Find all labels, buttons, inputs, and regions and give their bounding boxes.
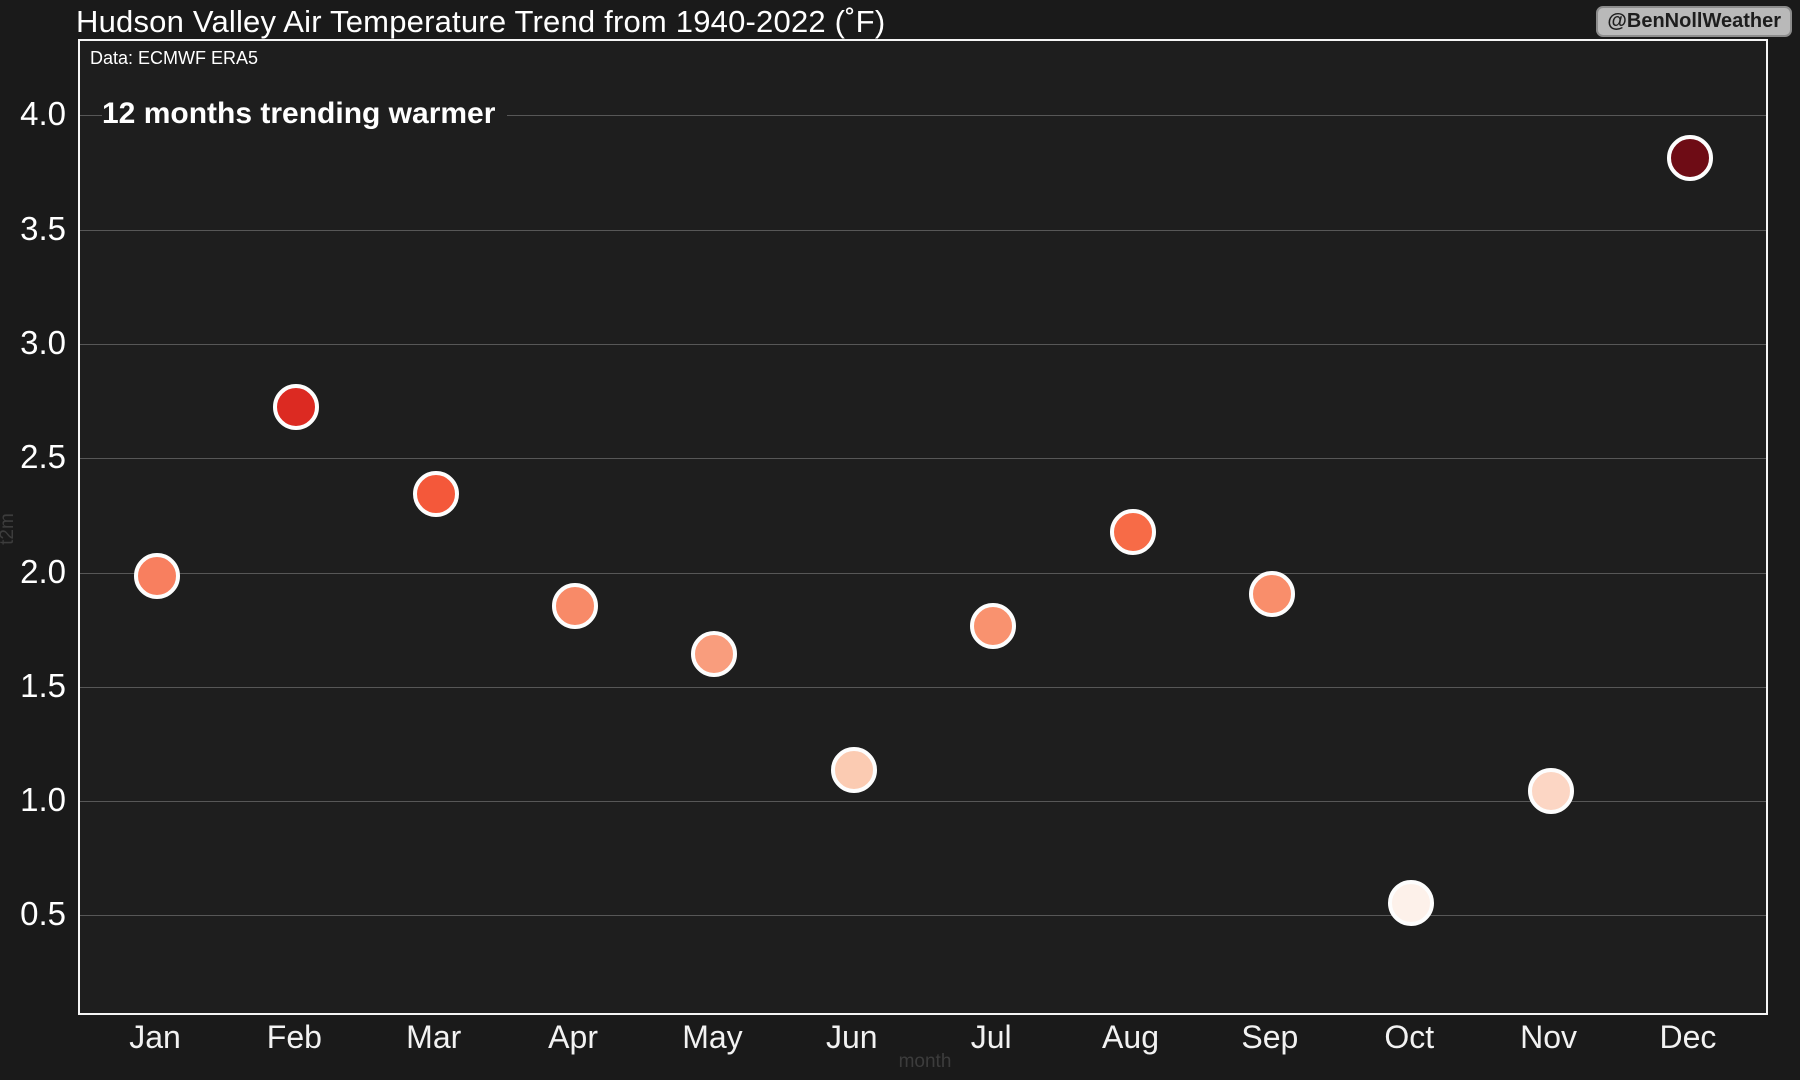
x-tick-label-oct: Oct — [1384, 1019, 1435, 1055]
data-point-mar — [412, 470, 459, 517]
data-point-jan — [134, 552, 180, 599]
y-axis-title: t2m — [0, 513, 18, 545]
y-tick-label-3.0: 3.0 — [20, 324, 66, 361]
x-tick-label-apr: Apr — [548, 1019, 598, 1055]
data-point-jun — [830, 747, 877, 794]
x-tick-label-jan: Jan — [129, 1019, 181, 1055]
x-tick-label-nov: Nov — [1520, 1019, 1578, 1055]
gridline-y-2.0 — [80, 572, 1766, 574]
data-point-may — [691, 630, 738, 677]
y-tick-label-2.5: 2.5 — [20, 438, 66, 476]
x-axis-title: month — [898, 1051, 952, 1072]
x-tick-label-feb: Feb — [266, 1019, 322, 1055]
data-point-aug — [1109, 509, 1156, 556]
data-point-apr — [552, 582, 599, 629]
x-tick-label-sep: Sep — [1241, 1019, 1299, 1055]
annotation-text: 12 months trending warmer — [102, 95, 508, 134]
gridline-y-0.5 — [80, 915, 1766, 917]
y-tick-label-1.0: 1.0 — [20, 781, 66, 819]
x-tick-label-jul: Jul — [970, 1019, 1012, 1055]
data-point-feb — [273, 383, 320, 430]
gridline-y-3.5 — [80, 229, 1766, 231]
gridline-y-1.5 — [80, 686, 1766, 688]
data-point-dec — [1666, 134, 1713, 181]
x-tick-label-mar: Mar — [406, 1019, 462, 1055]
data-point-sep — [1248, 571, 1295, 618]
x-tick-label-aug: Aug — [1102, 1019, 1159, 1055]
y-tick-label-4.0: 4.0 — [20, 95, 66, 133]
gridline-y-2.5 — [80, 458, 1766, 460]
plot-area: Data: ECMWF ERA5 12 months trending warm… — [78, 39, 1768, 1015]
x-tick-label-may: May — [682, 1019, 743, 1055]
gridline-y-1.0 — [80, 801, 1766, 803]
y-tick-label-2.0: 2.0 — [20, 552, 66, 590]
chart-title: Hudson Valley Air Temperature Trend from… — [76, 4, 886, 39]
data-point-oct — [1388, 879, 1435, 926]
data-point-nov — [1527, 767, 1574, 814]
data-source-label: Data: ECMWF ERA5 — [90, 48, 259, 68]
y-tick-label-1.5: 1.5 — [20, 666, 66, 704]
gridline-y-3.0 — [80, 344, 1766, 345]
data-point-jul — [970, 603, 1017, 650]
x-tick-label-dec: Dec — [1659, 1019, 1717, 1055]
x-tick-label-jun: Jun — [826, 1019, 878, 1055]
y-tick-label-3.5: 3.5 — [20, 209, 66, 247]
y-tick-label-0.5: 0.5 — [20, 895, 66, 933]
watermark-badge: @BenNollWeather — [1596, 6, 1792, 37]
gridline-y-4.0 — [80, 115, 1766, 117]
